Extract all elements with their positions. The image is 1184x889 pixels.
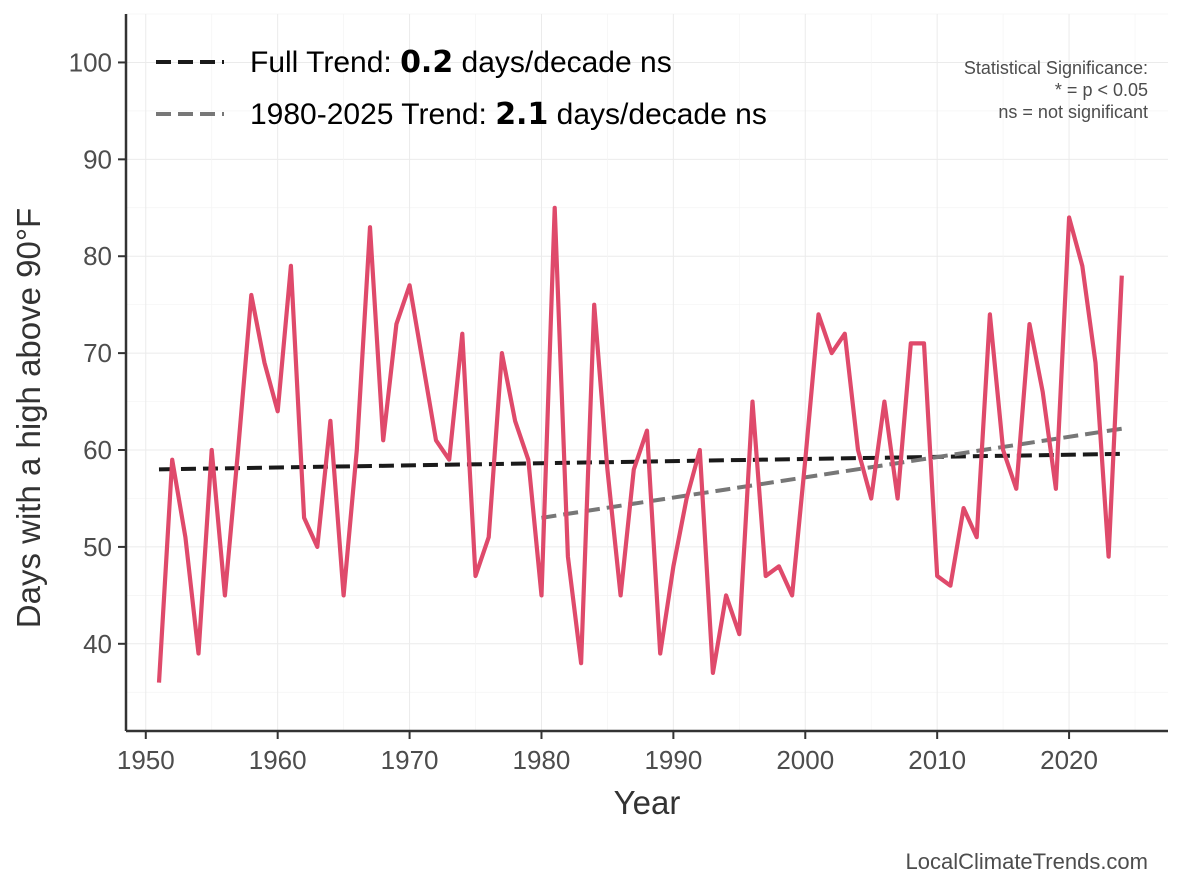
significance-note-line: Statistical Significance: [964, 58, 1148, 78]
y-axis-title: Days with a high above 90°F [10, 208, 47, 628]
legend-label: 1980-2025 Trend: 2.1 days/decade ns [250, 97, 767, 132]
significance-note-line: * = p < 0.05 [1055, 80, 1148, 100]
significance-note: Statistical Significance:* = p < 0.05ns … [964, 58, 1148, 122]
y-tick-label: 70 [83, 338, 112, 368]
source-caption: LocalClimateTrends.com [906, 849, 1149, 874]
x-tick-label: 1970 [381, 745, 439, 775]
trend-line [158, 451, 1122, 472]
legend: Full Trend: 0.2 days/decade ns 1980-2025 … [156, 45, 767, 132]
series-line [156, 205, 1124, 683]
y-tick-label: 90 [83, 144, 112, 174]
series-layer [156, 205, 1124, 683]
legend-label: Full Trend: 0.2 days/decade ns [250, 45, 672, 80]
significance-note-line: ns = not significant [998, 102, 1148, 122]
trend-line [541, 426, 1123, 520]
x-tick-label: 1960 [249, 745, 307, 775]
x-tick-label: 2000 [776, 745, 834, 775]
x-tick-label: 2020 [1040, 745, 1098, 775]
axis-layer: 40 50 60 70 80 90 100 1950 1960 1970 1980 1990 2000 2… [69, 14, 1168, 775]
x-axis-title: Year [614, 784, 681, 821]
trend-layer [158, 426, 1123, 520]
y-tick-label: 40 [83, 629, 112, 659]
x-tick-label: 1980 [513, 745, 571, 775]
y-tick-label: 80 [83, 241, 112, 271]
x-tick-label: 1950 [117, 745, 175, 775]
x-tick-label: 1990 [644, 745, 702, 775]
y-tick-label: 50 [83, 532, 112, 562]
y-tick-label: 100 [69, 47, 112, 77]
x-tick-label: 2010 [908, 745, 966, 775]
y-tick-label: 60 [83, 435, 112, 465]
